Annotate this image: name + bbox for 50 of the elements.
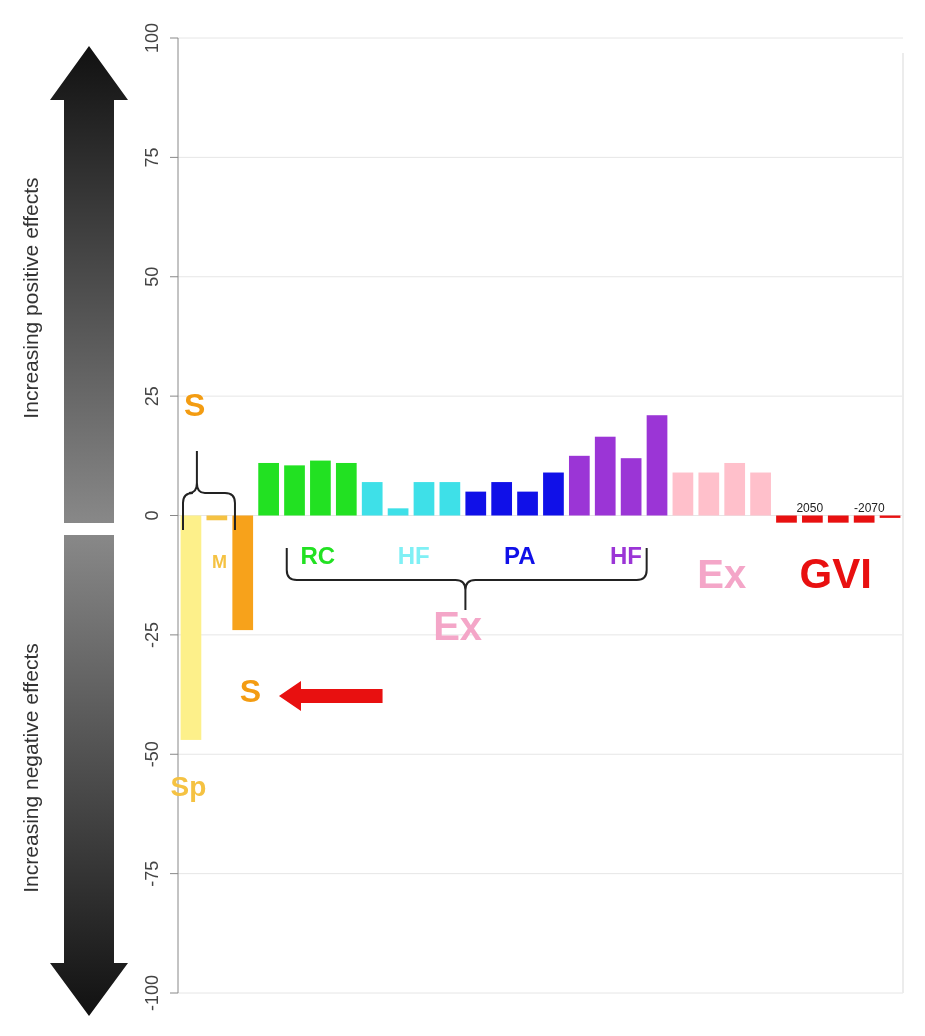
bar (439, 482, 461, 516)
bar (232, 515, 254, 631)
bar (802, 515, 823, 523)
bar (284, 465, 305, 516)
bar (258, 462, 279, 516)
text: Increasing positive effects (19, 177, 42, 419)
bar (543, 472, 564, 516)
annotation: PA (504, 542, 536, 569)
annotation: Ex (433, 604, 483, 648)
y-tick-label: 50 (142, 266, 162, 287)
bar (750, 472, 771, 516)
y-tick-label: -50 (142, 741, 162, 768)
bar (491, 482, 513, 516)
bar (594, 436, 616, 516)
annotation: 2050 (796, 501, 824, 515)
annotation: HF (609, 542, 642, 569)
annotation: HF (397, 542, 430, 569)
bar (568, 455, 590, 516)
bar (698, 472, 720, 516)
y-tick-label: -75 (142, 860, 162, 887)
bar (853, 515, 875, 523)
annotation: -2070 (853, 501, 886, 515)
bar (361, 482, 383, 516)
y-tick-label: 0 (142, 510, 162, 521)
bar (776, 515, 797, 523)
bar (310, 460, 331, 516)
bar (465, 491, 487, 516)
annotation: Sp (170, 771, 207, 802)
y-tick-label: 75 (142, 147, 162, 168)
annotation: Ex (697, 552, 747, 596)
annotation: M (211, 552, 227, 572)
bar (387, 508, 409, 516)
bar (646, 415, 668, 516)
annotation: GVI (799, 550, 872, 597)
bar (620, 458, 642, 516)
annotation: S (239, 673, 262, 709)
bar (517, 491, 538, 516)
y-tick-label: 25 (142, 386, 162, 407)
annotation: RC (300, 542, 336, 569)
y-tick-label: 100 (142, 22, 162, 54)
annotation: S (183, 387, 206, 423)
bar (413, 482, 435, 516)
bar (672, 472, 694, 516)
bar (335, 462, 357, 516)
y-tick-label: -25 (142, 621, 162, 648)
text: Increasing negative effects (19, 643, 42, 893)
bar (724, 462, 746, 516)
bar (827, 515, 849, 523)
bar (180, 515, 202, 740)
y-tick-label: -100 (142, 974, 162, 1012)
